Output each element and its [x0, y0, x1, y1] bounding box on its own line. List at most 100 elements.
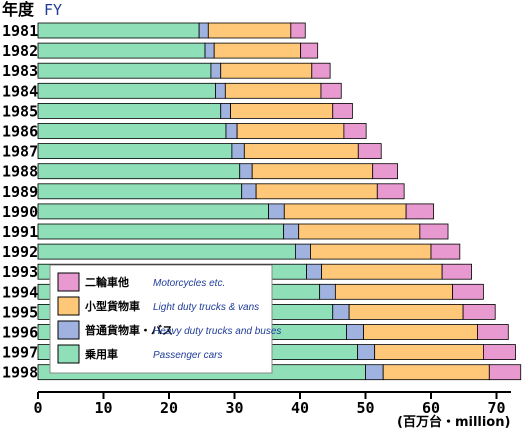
year-label-1996: 1996 — [2, 324, 38, 342]
legend-label-en-2: Light duty trucks & vans — [153, 302, 259, 313]
legend-swatch-2 — [57, 296, 80, 316]
year-label-1982: 1982 — [2, 42, 38, 60]
bar-1987-series-1 — [231, 143, 245, 160]
bar-1983-series-0 — [37, 62, 212, 79]
year-label-1987: 1987 — [2, 143, 38, 161]
bar-1985-series-2 — [230, 103, 334, 119]
bar-1993-series-3 — [441, 263, 473, 280]
bar-1990-series-0 — [37, 203, 269, 220]
x-tick-label-60: 60 — [422, 399, 440, 417]
bar-1992-series-1 — [295, 243, 311, 260]
x-axis: 0 10 20 30 40 50 60 70 — [33, 392, 506, 417]
bar-1998-series-3 — [488, 364, 522, 381]
year-label-1985: 1985 — [2, 102, 38, 120]
bar-1990-series-3 — [405, 203, 435, 220]
x-tick-label-30: 30 — [225, 399, 243, 417]
bar-1995-series-1 — [332, 303, 350, 320]
bar-1987-series-0 — [37, 143, 233, 160]
legend-label-jp-0: 乗用車 — [85, 347, 118, 361]
x-tick-label-50: 50 — [356, 399, 374, 417]
bar-1987-series-2 — [243, 143, 359, 160]
bar-1994-series-2 — [334, 283, 454, 300]
x-tick-label-20: 20 — [160, 399, 178, 417]
bar-1991-series-1 — [283, 223, 300, 240]
bar-1988-series-1 — [239, 163, 253, 180]
x-tick-label-40: 40 — [291, 399, 309, 417]
legend-swatch-3 — [57, 272, 80, 292]
bar-1994-series-3 — [452, 283, 484, 300]
bar-1991-series-0 — [37, 223, 285, 240]
bar-1982-series-2 — [213, 42, 302, 59]
year-label-1983: 1983 — [2, 62, 38, 80]
bar-1986-series-2 — [236, 123, 345, 139]
bar-1992-series-3 — [430, 243, 461, 260]
bar-1992-series-0 — [37, 243, 296, 260]
bar-1990-series-1 — [268, 203, 285, 220]
bar-1997-series-1 — [357, 344, 376, 361]
bar-1984-series-3 — [320, 82, 342, 99]
bar-1982-series-1 — [204, 42, 215, 59]
chart-title-en: FY — [44, 1, 62, 19]
year-label-1992: 1992 — [2, 243, 38, 261]
bar-1981-series-0 — [37, 22, 200, 39]
bar-1989-series-3 — [376, 183, 405, 200]
bar-1995-series-2 — [348, 303, 464, 320]
legend-label-jp-3: 二輪車他 — [85, 275, 129, 289]
bar-1981-series-3 — [290, 22, 306, 39]
bar-1987-series-3 — [357, 143, 382, 160]
bar-1990-series-2 — [283, 203, 407, 220]
bar-1983-series-1 — [210, 62, 222, 79]
bar-1996-series-1 — [346, 324, 364, 340]
bar-1996-series-3 — [477, 324, 509, 340]
chart-title: 年度 — [2, 0, 35, 19]
legend-swatch-1 — [57, 320, 80, 340]
year-label-1986: 1986 — [2, 123, 38, 141]
bar-1985-series-1 — [220, 103, 231, 119]
bar-1992-series-2 — [310, 243, 432, 260]
bar-1982-series-0 — [37, 42, 206, 59]
bar-1986-series-1 — [225, 123, 238, 139]
year-label-1990: 1990 — [2, 203, 38, 221]
bar-1998-series-2 — [382, 364, 490, 381]
bar-1991-series-3 — [419, 223, 449, 240]
bar-1993-series-1 — [306, 263, 323, 280]
bar-1991-series-2 — [298, 223, 421, 240]
bar-1988-series-2 — [251, 163, 374, 180]
bar-1989-series-1 — [241, 183, 257, 200]
bar-1984-series-2 — [224, 82, 322, 99]
bar-1981-series-2 — [207, 22, 292, 39]
bar-1986-series-3 — [343, 123, 367, 139]
bar-1995-series-3 — [462, 303, 496, 320]
x-tick-label-0: 0 — [33, 399, 42, 417]
bar-1984-series-0 — [37, 82, 216, 99]
legend: 二輪車他 Motorcycles etc. 小型貨物車 Light duty truc… — [49, 264, 281, 374]
bar-1981-series-1 — [198, 22, 209, 39]
year-label-1984: 1984 — [2, 82, 38, 100]
bar-1986-series-0 — [37, 123, 227, 139]
x-tick-label-70: 70 — [487, 399, 505, 417]
year-label-1993: 1993 — [2, 263, 38, 281]
year-label-1995: 1995 — [2, 303, 38, 321]
bar-1994-series-1 — [319, 283, 336, 300]
bar-1985-series-0 — [37, 103, 222, 119]
year-label-1994: 1994 — [2, 283, 38, 301]
year-label-1989: 1989 — [2, 183, 38, 201]
bar-1989-series-0 — [37, 183, 243, 200]
bar-1985-series-3 — [332, 103, 353, 119]
legend-box — [49, 264, 273, 374]
legend-label-en-3: Motorcycles etc. — [153, 278, 225, 289]
bar-1996-series-2 — [363, 324, 478, 340]
year-label-1981: 1981 — [2, 22, 38, 40]
bar-1988-series-0 — [37, 163, 241, 180]
year-labels: 1981 1982 1983 1984 1985 1986 1987 1988 1989 1990… — [2, 22, 38, 382]
year-label-1988: 1988 — [2, 163, 38, 181]
bar-1983-series-3 — [311, 62, 331, 79]
legend-label-en-0: Passenger cars — [153, 350, 222, 361]
x-tick-label-10: 10 — [94, 399, 112, 417]
bar-1997-series-3 — [482, 344, 516, 361]
legend-swatch-0 — [57, 344, 80, 364]
bar-1997-series-2 — [374, 344, 484, 361]
bar-1988-series-3 — [372, 163, 398, 180]
year-label-1991: 1991 — [2, 223, 38, 241]
